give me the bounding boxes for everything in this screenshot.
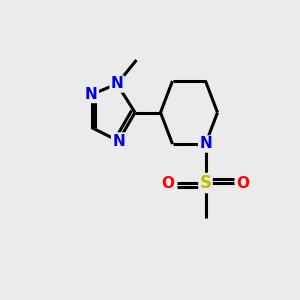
- Text: S: S: [200, 174, 211, 192]
- Text: N: N: [85, 87, 98, 102]
- Text: N: N: [112, 134, 125, 148]
- Text: O: O: [236, 176, 250, 190]
- Text: N: N: [199, 136, 212, 152]
- Text: N: N: [111, 76, 123, 92]
- Text: O: O: [161, 176, 175, 190]
